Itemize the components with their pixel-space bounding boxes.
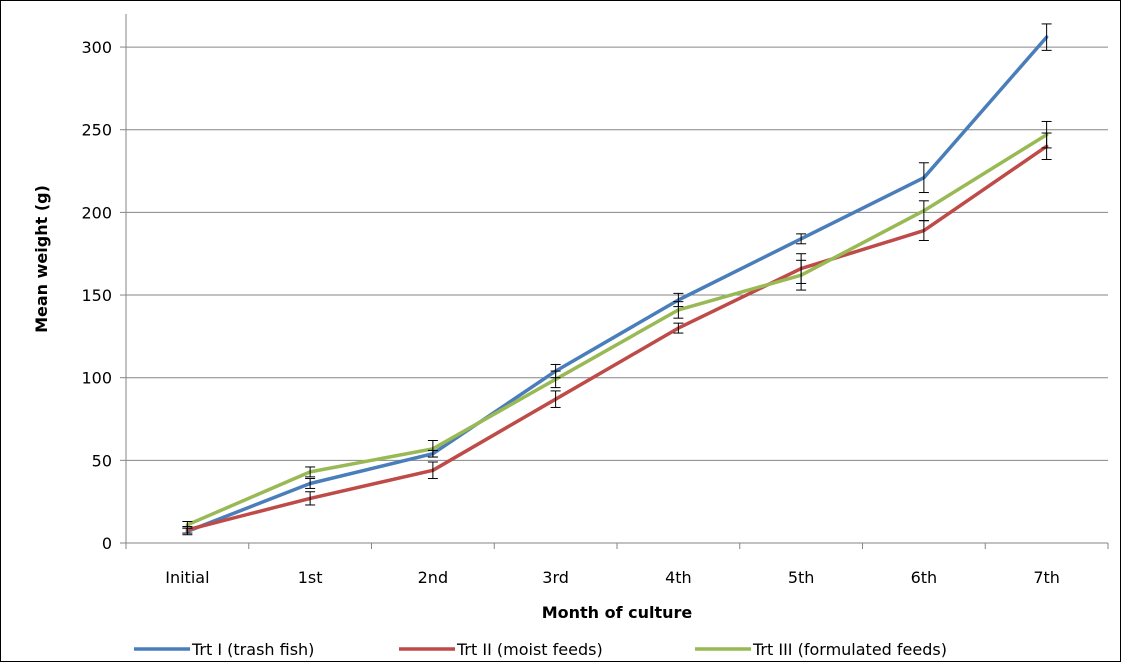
error-bar bbox=[796, 259, 807, 291]
error-bars bbox=[182, 23, 1052, 536]
x-tick-label: 5th bbox=[788, 568, 815, 587]
error-bar bbox=[427, 461, 438, 480]
error-bar bbox=[550, 370, 561, 389]
series-line-3 bbox=[185, 132, 1049, 527]
x-tick-label: 6th bbox=[911, 568, 938, 587]
error-bar bbox=[550, 390, 561, 408]
series-line-1 bbox=[185, 35, 1049, 534]
error-bar bbox=[1041, 23, 1052, 51]
series-lines bbox=[185, 35, 1049, 534]
error-bar bbox=[673, 322, 684, 334]
error-bar bbox=[1041, 120, 1052, 149]
y-axis-title: Mean weight (g) bbox=[32, 185, 51, 333]
y-tick-label: 200 bbox=[81, 203, 112, 222]
y-tick-label: 100 bbox=[81, 369, 112, 388]
error-bar bbox=[305, 491, 316, 506]
x-tick-label: 1st bbox=[298, 568, 323, 587]
x-axis-ticks: Initial 1st 2nd 3rd 4th 5th 6th 7th bbox=[125, 543, 1109, 587]
y-tick-label: 50 bbox=[92, 451, 112, 470]
legend-item-2: Trt II (moist feeds) bbox=[399, 640, 603, 659]
error-bar bbox=[305, 466, 316, 478]
error-bar bbox=[182, 521, 193, 529]
error-bar bbox=[427, 440, 438, 458]
y-tick-label: 0 bbox=[102, 534, 112, 553]
y-tick-label: 150 bbox=[81, 286, 112, 305]
legend-item-3: Trt III (formulated feeds) bbox=[695, 640, 947, 659]
x-tick-label: 2nd bbox=[418, 568, 448, 587]
y-axis-ticks: 0 50 100 150 200 250 300 bbox=[81, 38, 126, 553]
x-tick-label: 7th bbox=[1033, 568, 1060, 587]
gridlines bbox=[126, 46, 1108, 461]
legend: Trt I (trash fish) Trt II (moist feeds) Tr… bbox=[134, 640, 947, 659]
error-bar bbox=[305, 478, 316, 489]
error-bar bbox=[673, 301, 684, 319]
x-tick-label: 3rd bbox=[542, 568, 569, 587]
error-bar bbox=[918, 200, 929, 222]
x-tick-label: 4th bbox=[665, 568, 692, 587]
y-tick-label: 300 bbox=[81, 38, 112, 57]
y-tick-label: 250 bbox=[81, 121, 112, 140]
error-bar bbox=[796, 233, 807, 245]
legend-label: Trt I (trash fish) bbox=[191, 640, 314, 659]
x-tick-label: Initial bbox=[165, 568, 209, 587]
legend-label: Trt II (moist feeds) bbox=[456, 640, 603, 659]
error-bar bbox=[918, 162, 929, 194]
x-axis-title: Month of culture bbox=[542, 603, 693, 622]
legend-item-1: Trt I (trash fish) bbox=[134, 640, 314, 659]
axes bbox=[125, 14, 1108, 544]
legend-label: Trt III (formulated feeds) bbox=[752, 640, 947, 659]
series-line-2 bbox=[185, 144, 1049, 532]
